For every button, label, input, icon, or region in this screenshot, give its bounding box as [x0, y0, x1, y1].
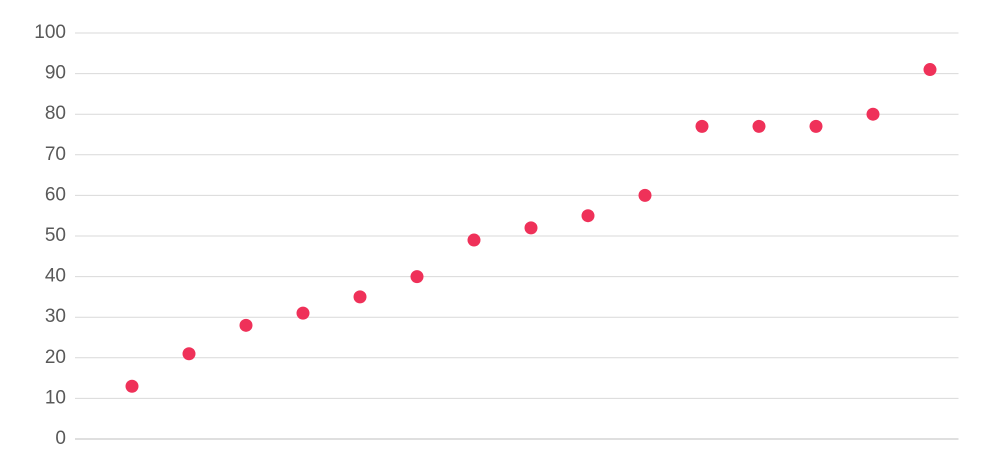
point [125, 379, 139, 393]
point [866, 107, 880, 121]
point [809, 119, 823, 133]
y-tick-label: 50 [45, 225, 66, 246]
y-tick-label: 30 [45, 306, 66, 327]
y-tick-label: 70 [45, 144, 66, 165]
point [638, 188, 652, 202]
point [695, 119, 709, 133]
y-tick-label: 80 [45, 103, 66, 124]
point [581, 209, 595, 223]
y-tick-label: 40 [45, 266, 66, 287]
point [296, 306, 310, 320]
point [239, 318, 253, 332]
y-tick-label: 10 [45, 387, 66, 408]
y-tick-label: 0 [55, 428, 66, 449]
y-tick-label: 90 [45, 63, 66, 84]
point [467, 233, 481, 247]
y-tick-label: 100 [34, 22, 66, 43]
point [182, 347, 196, 361]
y-tick-label: 20 [45, 347, 66, 368]
point [923, 63, 937, 77]
point [410, 270, 424, 284]
y-tick-label: 60 [45, 184, 66, 205]
point [524, 221, 538, 235]
point [752, 119, 766, 133]
point [353, 290, 367, 304]
